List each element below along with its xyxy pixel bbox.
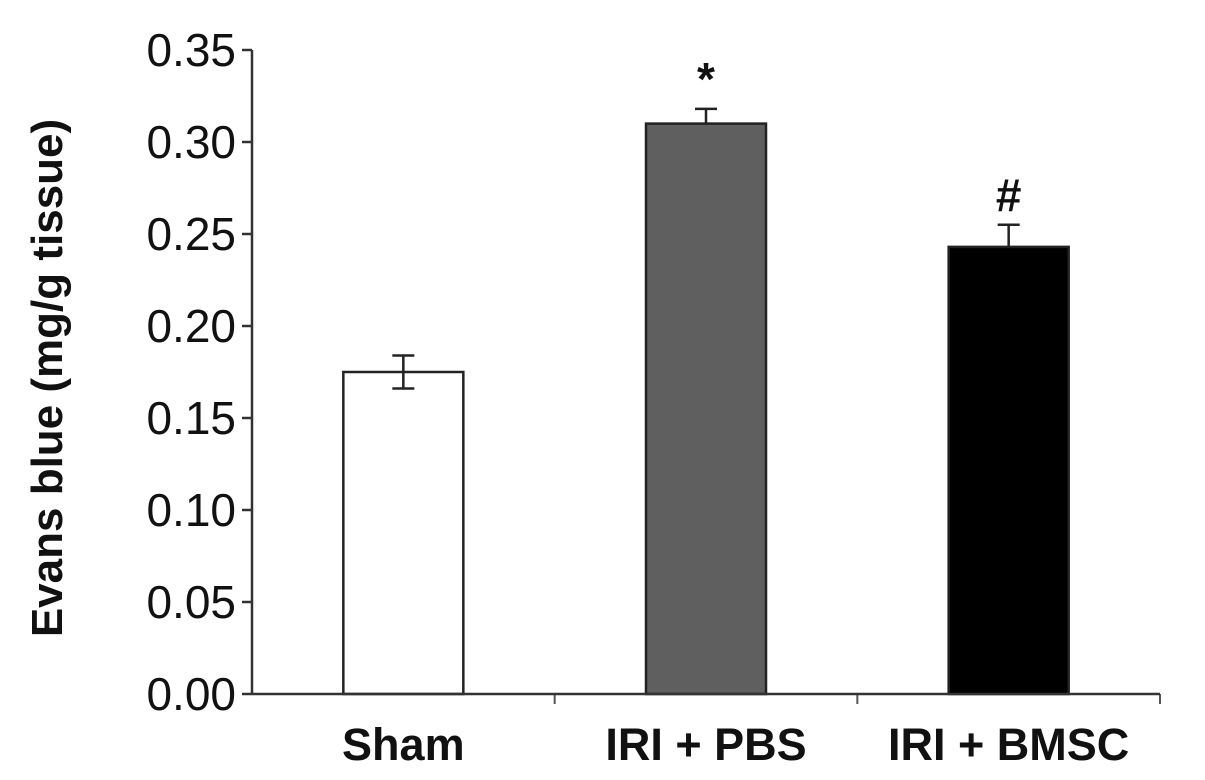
y-tick-label: 0.25 <box>146 208 236 260</box>
significance-marker-1: * <box>697 53 715 105</box>
y-tick-label: 0.05 <box>146 576 236 628</box>
y-tick-label: 0.15 <box>146 392 236 444</box>
bar-0 <box>342 370 465 696</box>
y-ticks: 0.00 0.05 0.10 0.15 0.20 0.25 0.30 0.35 <box>146 24 1161 720</box>
bar-2 <box>947 245 1070 696</box>
category-label-1: IRI + PBS <box>605 719 806 770</box>
error-bar-0 <box>392 354 415 390</box>
significance-marker-2: # <box>996 169 1022 221</box>
y-axis-label: Evans blue (mg/g tissue) <box>23 119 72 637</box>
y-tick-label: 0.30 <box>146 116 236 168</box>
y-tick-label: 0.20 <box>146 300 236 352</box>
y-tick-label: 0.00 <box>146 668 236 720</box>
y-tick-label: 0.35 <box>146 24 236 76</box>
category-label-0: Sham <box>342 719 465 770</box>
y-axis-label-group: Evans blue (mg/g tissue) <box>23 119 72 637</box>
y-tick-label: 0.10 <box>146 484 236 536</box>
significance-markers: *# <box>697 53 1021 221</box>
error-bars <box>392 107 1020 390</box>
error-bar-2 <box>997 223 1020 247</box>
bars <box>342 122 1070 696</box>
error-bar-1 <box>695 107 717 124</box>
bar-1 <box>644 122 768 696</box>
category-label-2: IRI + BMSC <box>888 719 1129 770</box>
category-labels: Sham IRI + PBS IRI + BMSC <box>342 719 1129 770</box>
